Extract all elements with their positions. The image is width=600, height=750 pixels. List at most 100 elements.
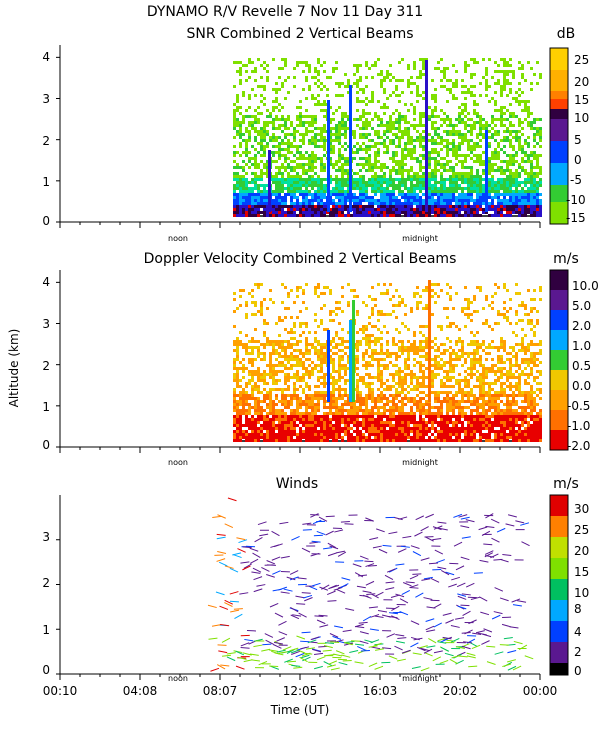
snr-cell <box>407 190 410 193</box>
snr-cell <box>410 205 413 208</box>
snr-cell <box>290 193 293 196</box>
doppler-cell <box>416 376 419 379</box>
y-tick-label: 3 <box>42 92 50 106</box>
snr-cell <box>353 118 356 121</box>
doppler-cell <box>329 343 332 346</box>
doppler-cell <box>344 424 347 427</box>
snr-cell <box>476 145 479 148</box>
snr-cell <box>485 73 488 76</box>
winds-colorbar: 30 25 20 15 10 8 4 2 0 <box>549 494 589 678</box>
doppler-cell <box>365 349 368 352</box>
doppler-cell <box>359 343 362 346</box>
snr-cell <box>329 190 332 193</box>
doppler-cell <box>431 421 434 424</box>
doppler-cell <box>356 388 359 391</box>
snr-cell <box>245 163 248 166</box>
snr-cell <box>539 127 542 130</box>
snr-cell <box>329 199 332 202</box>
snr-cell <box>518 67 521 70</box>
snr-cell <box>239 190 242 193</box>
doppler-cell <box>335 334 338 337</box>
snr-cell <box>275 202 278 205</box>
doppler-cell <box>419 340 422 343</box>
snr-cell <box>344 73 347 76</box>
snr-cell <box>389 64 392 67</box>
doppler-cell <box>377 388 380 391</box>
snr-cell <box>383 124 386 127</box>
doppler-cell <box>419 397 422 400</box>
doppler-cell <box>338 379 341 382</box>
snr-cell <box>377 124 380 127</box>
doppler-cell <box>377 415 380 418</box>
snr-cell <box>458 214 461 217</box>
snr-cell <box>251 193 254 196</box>
snr-cell <box>422 61 425 64</box>
doppler-cell <box>356 433 359 436</box>
snr-cell <box>326 76 329 79</box>
doppler-cell <box>341 397 344 400</box>
snr-cell <box>380 190 383 193</box>
snr-cell <box>428 205 431 208</box>
snr-cell <box>503 172 506 175</box>
doppler-cell <box>263 424 266 427</box>
snr-cell <box>245 154 248 157</box>
snr-cell <box>428 211 431 214</box>
snr-cell <box>518 148 521 151</box>
doppler-cell <box>239 427 242 430</box>
snr-cell <box>464 133 467 136</box>
doppler-cell <box>257 370 260 373</box>
doppler-cell <box>362 400 365 403</box>
doppler-cell <box>407 397 410 400</box>
snr-cell <box>419 181 422 184</box>
snr-cell <box>398 202 401 205</box>
snr-cell <box>365 157 368 160</box>
doppler-cell <box>254 358 257 361</box>
snr-cell <box>374 163 377 166</box>
doppler-cell <box>413 340 416 343</box>
snr-cell <box>251 196 254 199</box>
snr-cell <box>410 211 413 214</box>
doppler-cell <box>278 370 281 373</box>
doppler-cell <box>338 361 341 364</box>
snr-cell <box>461 175 464 178</box>
snr-cell <box>392 166 395 169</box>
doppler-cell <box>389 439 392 442</box>
snr-cell <box>386 199 389 202</box>
snr-cell <box>242 187 245 190</box>
doppler-cell <box>383 313 386 316</box>
snr-cell <box>479 163 482 166</box>
snr-cell <box>500 211 503 214</box>
doppler-cell <box>323 397 326 400</box>
snr-cell <box>323 193 326 196</box>
snr-cell <box>527 136 530 139</box>
doppler-cell <box>302 412 305 415</box>
snr-cell <box>338 214 341 217</box>
doppler-cell <box>317 379 320 382</box>
snr-cell <box>491 178 494 181</box>
doppler-cell <box>398 382 401 385</box>
snr-cell <box>488 100 491 103</box>
doppler-cell <box>326 418 329 421</box>
doppler-cell <box>362 379 365 382</box>
snr-cell <box>320 88 323 91</box>
doppler-cell <box>365 415 368 418</box>
snr-cell <box>368 157 371 160</box>
snr-cell <box>386 73 389 76</box>
snr-cell <box>407 67 410 70</box>
snr-cell <box>446 205 449 208</box>
snr-cell <box>356 67 359 70</box>
doppler-cell <box>392 436 395 439</box>
snr-cell <box>311 208 314 211</box>
snr-cell <box>386 187 389 190</box>
doppler-cell <box>284 403 287 406</box>
doppler-cell <box>380 379 383 382</box>
doppler-cell <box>359 376 362 379</box>
doppler-cell <box>434 373 437 376</box>
doppler-cell <box>413 346 416 349</box>
doppler-cell <box>338 430 341 433</box>
snr-cell <box>251 124 254 127</box>
snr-cell <box>491 187 494 190</box>
snr-cell <box>287 193 290 196</box>
snr-cell <box>323 103 326 106</box>
doppler-cell <box>335 379 338 382</box>
